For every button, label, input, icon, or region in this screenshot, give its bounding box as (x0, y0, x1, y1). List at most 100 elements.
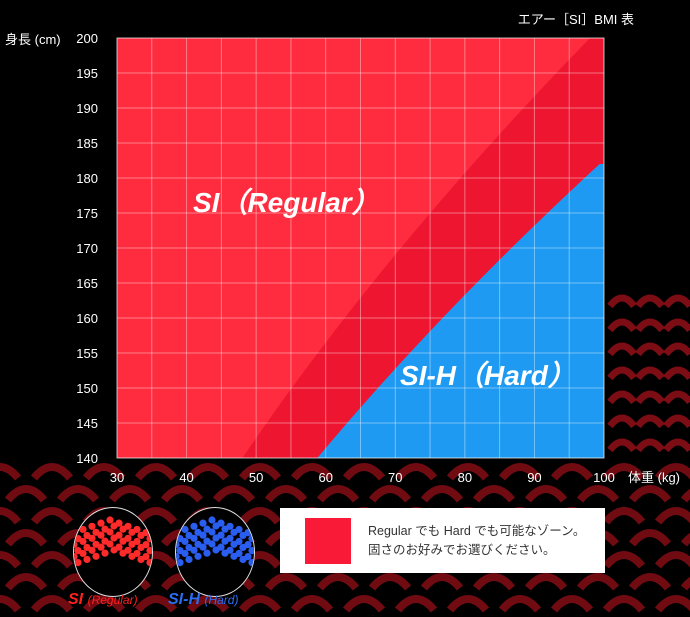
y-tick-label: 145 (76, 416, 98, 431)
background-arc (264, 485, 308, 503)
regular-caption-name: SI (68, 591, 84, 608)
background-arc (0, 595, 22, 613)
y-tick-label: 175 (76, 206, 98, 221)
bump-icon (212, 534, 220, 542)
background-arc (498, 463, 542, 481)
bump-icon (79, 549, 87, 558)
hard-caption-name: SI-H (168, 591, 200, 608)
background-arc (663, 390, 690, 405)
legend-line-1: Regular でも Hard でも可能なゾーン。 (368, 524, 586, 538)
background-arc (30, 551, 74, 569)
bump-icon (79, 525, 87, 534)
hard-caption-sub: (Hard) (204, 593, 239, 607)
background-arc (635, 390, 665, 405)
background-arc (663, 366, 690, 381)
background-arc (30, 595, 74, 613)
x-axis-label: 体重 (kg) (628, 470, 680, 485)
background-arc (394, 595, 438, 613)
background-arc (663, 438, 690, 453)
y-axis-label: 身長 (cm) (5, 32, 61, 47)
bump-icon (176, 559, 184, 567)
background-arc (635, 318, 665, 333)
background-arc (628, 485, 672, 503)
bump-icon (74, 541, 78, 549)
hard-zone-label: SI-H（Hard） (400, 360, 576, 391)
background-arc (680, 489, 690, 503)
y-tick-label: 165 (76, 276, 98, 291)
bump-icon (185, 555, 193, 564)
zone-hard (317, 164, 604, 458)
bump-icon (88, 522, 96, 530)
background-arc (238, 595, 282, 613)
bump-icon (239, 531, 247, 540)
bump-icon (110, 522, 118, 530)
background-arc (238, 463, 282, 481)
background-arc (212, 485, 256, 503)
background-arc (264, 573, 308, 591)
background-arc (654, 595, 690, 613)
bump-icon (203, 549, 211, 557)
bump-icon (137, 531, 145, 540)
background-arc (56, 485, 100, 503)
y-tick-label: 190 (76, 101, 98, 116)
x-tick-label: 60 (318, 470, 332, 485)
bump-icon (137, 555, 145, 564)
background-arc (186, 595, 230, 613)
bump-icon (194, 552, 202, 560)
bump-icon (74, 553, 78, 561)
regular-caption-sub: (Regular) (87, 593, 138, 607)
x-tick-label: 30 (110, 470, 124, 485)
bump-icon (119, 537, 127, 545)
y-tick-label: 185 (76, 136, 98, 151)
x-tick-label: 40 (179, 470, 193, 485)
regular-caption: SI (Regular) (68, 591, 138, 609)
x-tick-label: 100 (593, 470, 615, 485)
background-arc (290, 595, 334, 613)
bump-icon (230, 552, 238, 560)
y-tick-label: 150 (76, 381, 98, 396)
bump-icon (106, 540, 114, 548)
regular-zone-label: SI（Regular） (193, 187, 380, 218)
background-arc (550, 595, 594, 613)
legend-swatch (305, 518, 351, 564)
bump-icon (208, 528, 216, 536)
background-arc (368, 573, 412, 591)
bump-icon (79, 537, 87, 546)
bump-icon (97, 531, 105, 539)
background-arc (663, 318, 690, 333)
x-tick-label: 90 (527, 470, 541, 485)
bump-icon (212, 522, 220, 530)
background-arc (0, 507, 22, 525)
background-arc (4, 573, 48, 591)
background-arc (635, 414, 665, 429)
background-arc (635, 438, 665, 453)
background-arc (134, 463, 178, 481)
background-arc (446, 463, 490, 481)
background-arc (108, 485, 152, 503)
bump-icon (128, 528, 136, 536)
bump-icon (97, 519, 105, 527)
legend-line-2: 固さのお好みでお選びください。 (368, 543, 556, 557)
background-arc (602, 463, 646, 481)
background-arc (550, 463, 594, 481)
background-arc (134, 595, 178, 613)
bump-icon (208, 540, 216, 548)
x-tick-label: 80 (458, 470, 472, 485)
bump-icon (199, 519, 207, 527)
y-tick-label: 195 (76, 66, 98, 81)
background-arc (524, 485, 568, 503)
background-arc (368, 485, 412, 503)
chart-title: エアー［SI］BMI 表 (517, 12, 634, 27)
background-arc (576, 485, 620, 503)
bump-icon (190, 522, 198, 530)
background-arc (82, 463, 126, 481)
bump-icon (212, 546, 220, 554)
background-arc (680, 533, 690, 547)
background-arc (607, 318, 637, 333)
x-tick-label: 70 (388, 470, 402, 485)
background-arc (635, 366, 665, 381)
y-tick-label: 170 (76, 241, 98, 256)
background-arc (30, 507, 74, 525)
hard-product-image (175, 507, 255, 597)
